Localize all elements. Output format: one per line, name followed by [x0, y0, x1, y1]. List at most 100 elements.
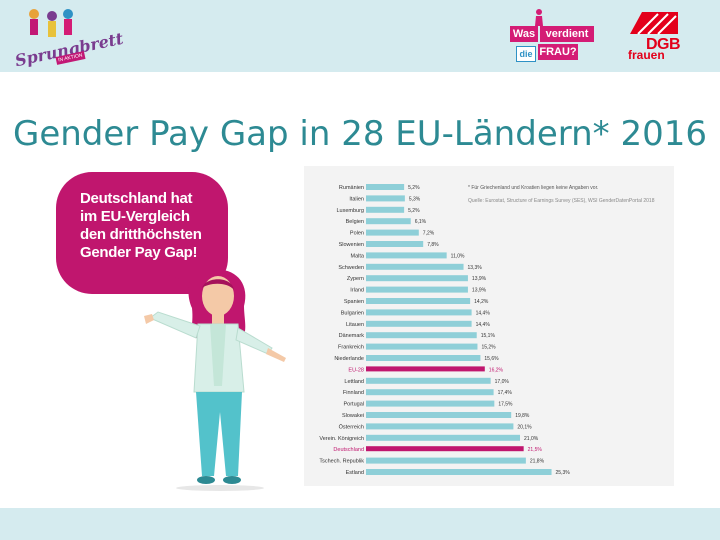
category-label: Portugal	[344, 402, 365, 408]
value-label: 6,1%	[415, 219, 427, 225]
category-label: Spanien	[344, 299, 364, 305]
value-label: 25,3%	[556, 470, 571, 476]
bar-niederlande	[366, 355, 481, 361]
bar-dänemark	[366, 332, 477, 339]
bubble-line: den dritthöchsten	[80, 226, 202, 243]
bar-tschech-republik	[366, 457, 526, 464]
bar-portugal	[366, 400, 495, 407]
category-label: Polen	[350, 231, 364, 237]
value-label: 14,4%	[476, 322, 491, 328]
category-label: Malta	[351, 253, 365, 259]
bubble-line: Gender Pay Gap!	[80, 244, 198, 261]
bar-irland	[366, 286, 468, 293]
category-label: Deutschland	[333, 447, 364, 453]
woman-figure-icon	[535, 9, 543, 26]
bar-italien	[366, 195, 405, 202]
value-label: 13,9%	[472, 276, 487, 282]
value-label: 5,3%	[409, 196, 421, 202]
bar-malta	[366, 252, 447, 259]
bar-polen	[366, 229, 419, 236]
bar-frankreich	[366, 343, 478, 350]
category-label: Estland	[346, 470, 364, 476]
chart-footnote: * Für Griechenland und Kroatien liegen k…	[468, 185, 599, 191]
logo-was: Was	[510, 26, 538, 42]
footer-band	[0, 508, 720, 540]
bubble-line: Deutschland hat	[80, 190, 193, 207]
bar-estland	[366, 469, 552, 475]
value-label: 20,1%	[517, 424, 532, 430]
bar-zypern	[366, 275, 468, 282]
value-label: 21,5%	[528, 447, 543, 453]
dgb-frauen-logo: DGB frauen	[624, 12, 688, 64]
value-label: 5,2%	[408, 208, 420, 214]
logo-verdient: verdient	[540, 26, 594, 42]
value-label: 13,9%	[472, 288, 487, 294]
gender-pay-gap-chart: Rumänien 5,2% Italien 5,3% Luxemburg 5,2% Belg…	[319, 184, 571, 476]
bar-eu-28	[366, 366, 485, 372]
category-label: Slowakei	[342, 413, 364, 419]
value-label: 15,2%	[481, 345, 496, 351]
bar-verein-königreich	[366, 434, 520, 441]
value-label: 11,0%	[451, 253, 465, 259]
category-label: Verein. Königreich	[319, 436, 364, 442]
woman-pointing-illustration	[144, 269, 286, 491]
logo-die: die	[516, 46, 536, 62]
logo-frau: FRAU?	[538, 44, 578, 60]
category-label: Belgien	[346, 219, 364, 225]
slide-title: Gender Pay Gap in 28 EU-Ländern* 2016	[12, 114, 707, 154]
dgb-frauen-wordmark: frauen	[628, 48, 665, 62]
bubble-line: im EU-Vergleich	[80, 208, 190, 225]
bar-bulgarien	[366, 309, 472, 316]
value-label: 13,3%	[468, 265, 483, 271]
bar-slowakei	[366, 412, 512, 418]
dgb-stripes-icon	[630, 12, 678, 35]
bar-litauen	[366, 320, 472, 327]
dgb-wordmark: DGB	[646, 36, 681, 53]
value-label: 14,4%	[476, 310, 491, 316]
speech-bubble-text: Deutschland hat im EU-Vergleich den drit…	[80, 190, 220, 262]
value-label: 5,2%	[408, 185, 420, 191]
category-label: Zypern	[347, 276, 364, 282]
category-label: Luxemburg	[336, 208, 364, 214]
value-label: 17,0%	[495, 379, 510, 385]
was-verdient-die-frau-logo: Was verdient die FRAU?	[508, 8, 594, 64]
category-label: EU-28	[348, 367, 364, 373]
bar-spanien	[366, 298, 471, 304]
bar-deutschland	[366, 446, 524, 452]
value-label: 14,2%	[474, 299, 489, 305]
value-label: 15,1%	[481, 333, 496, 339]
category-label: Irland	[350, 288, 364, 294]
value-label: 17,4%	[498, 390, 513, 396]
category-label: Litauen	[346, 322, 364, 328]
category-label: Rumänien	[339, 185, 364, 191]
bar-finnland	[366, 389, 494, 396]
category-label: Tschech. Republik	[319, 459, 364, 465]
category-label: Schweden	[338, 265, 364, 271]
value-label: 19,8%	[515, 413, 530, 419]
category-label: Dänemark	[339, 333, 365, 339]
value-label: 15,6%	[484, 356, 499, 362]
bar-slowenien	[366, 241, 424, 247]
bar-lettland	[366, 377, 491, 384]
value-label: 16,2%	[489, 367, 504, 373]
value-label: 7,8%	[427, 242, 439, 248]
value-label: 21,0%	[524, 436, 539, 442]
bar-österreich	[366, 423, 514, 430]
people-icon	[29, 9, 73, 37]
sprungbrett-logo: Sprungbrett IN AKTION	[12, 6, 125, 70]
header-band	[0, 0, 720, 72]
category-label: Lettland	[344, 379, 364, 385]
value-label: 7,2%	[423, 231, 435, 237]
category-label: Bulgarien	[341, 310, 364, 316]
bar-belgien	[366, 218, 411, 225]
category-label: Finnland	[343, 390, 364, 396]
category-label: Italien	[349, 196, 364, 202]
bar-schweden	[366, 263, 464, 270]
category-label: Niederlande	[334, 356, 364, 362]
value-label: 17,5%	[498, 402, 513, 408]
value-label: 21,8%	[530, 459, 545, 465]
chart-panel: Rumänien 5,2% Italien 5,3% Luxemburg 5,2% Belg…	[304, 166, 674, 486]
bar-luxemburg	[366, 206, 405, 213]
bar-rumänien	[366, 184, 405, 190]
category-label: Slowenien	[339, 242, 364, 248]
